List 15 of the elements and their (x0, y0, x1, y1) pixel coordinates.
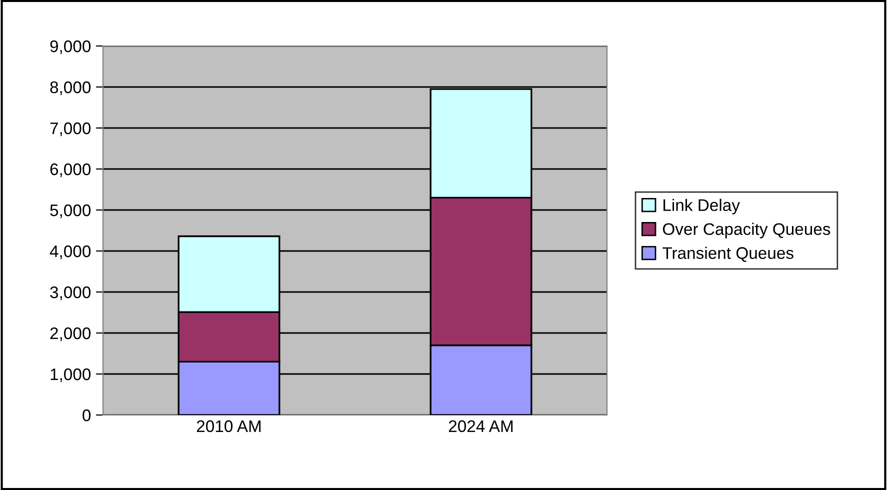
y-tick-label: 6,000 (50, 163, 91, 178)
y-tick-label: 1,000 (50, 368, 91, 382)
legend-label: Over Capacity Queues (662, 222, 830, 238)
y-tick-label: 4,000 (50, 245, 91, 260)
legend-label: Transient Queues (662, 246, 794, 262)
legend-label: Link Delay (664, 198, 740, 214)
y-tick-label: 2,000 (50, 327, 91, 342)
x-tick-label: 2024 AM (448, 420, 513, 432)
y-tick-label: 7,000 (50, 122, 91, 136)
y-tick-label: 3,000 (50, 286, 91, 300)
y-tick-label: 9,000 (50, 40, 91, 54)
y-tick-label: 5,000 (50, 204, 91, 218)
y-tick-label: 0 (82, 409, 91, 422)
y-tick-label: 8,000 (50, 81, 91, 96)
x-tick-label: 2010 AM (196, 420, 261, 432)
